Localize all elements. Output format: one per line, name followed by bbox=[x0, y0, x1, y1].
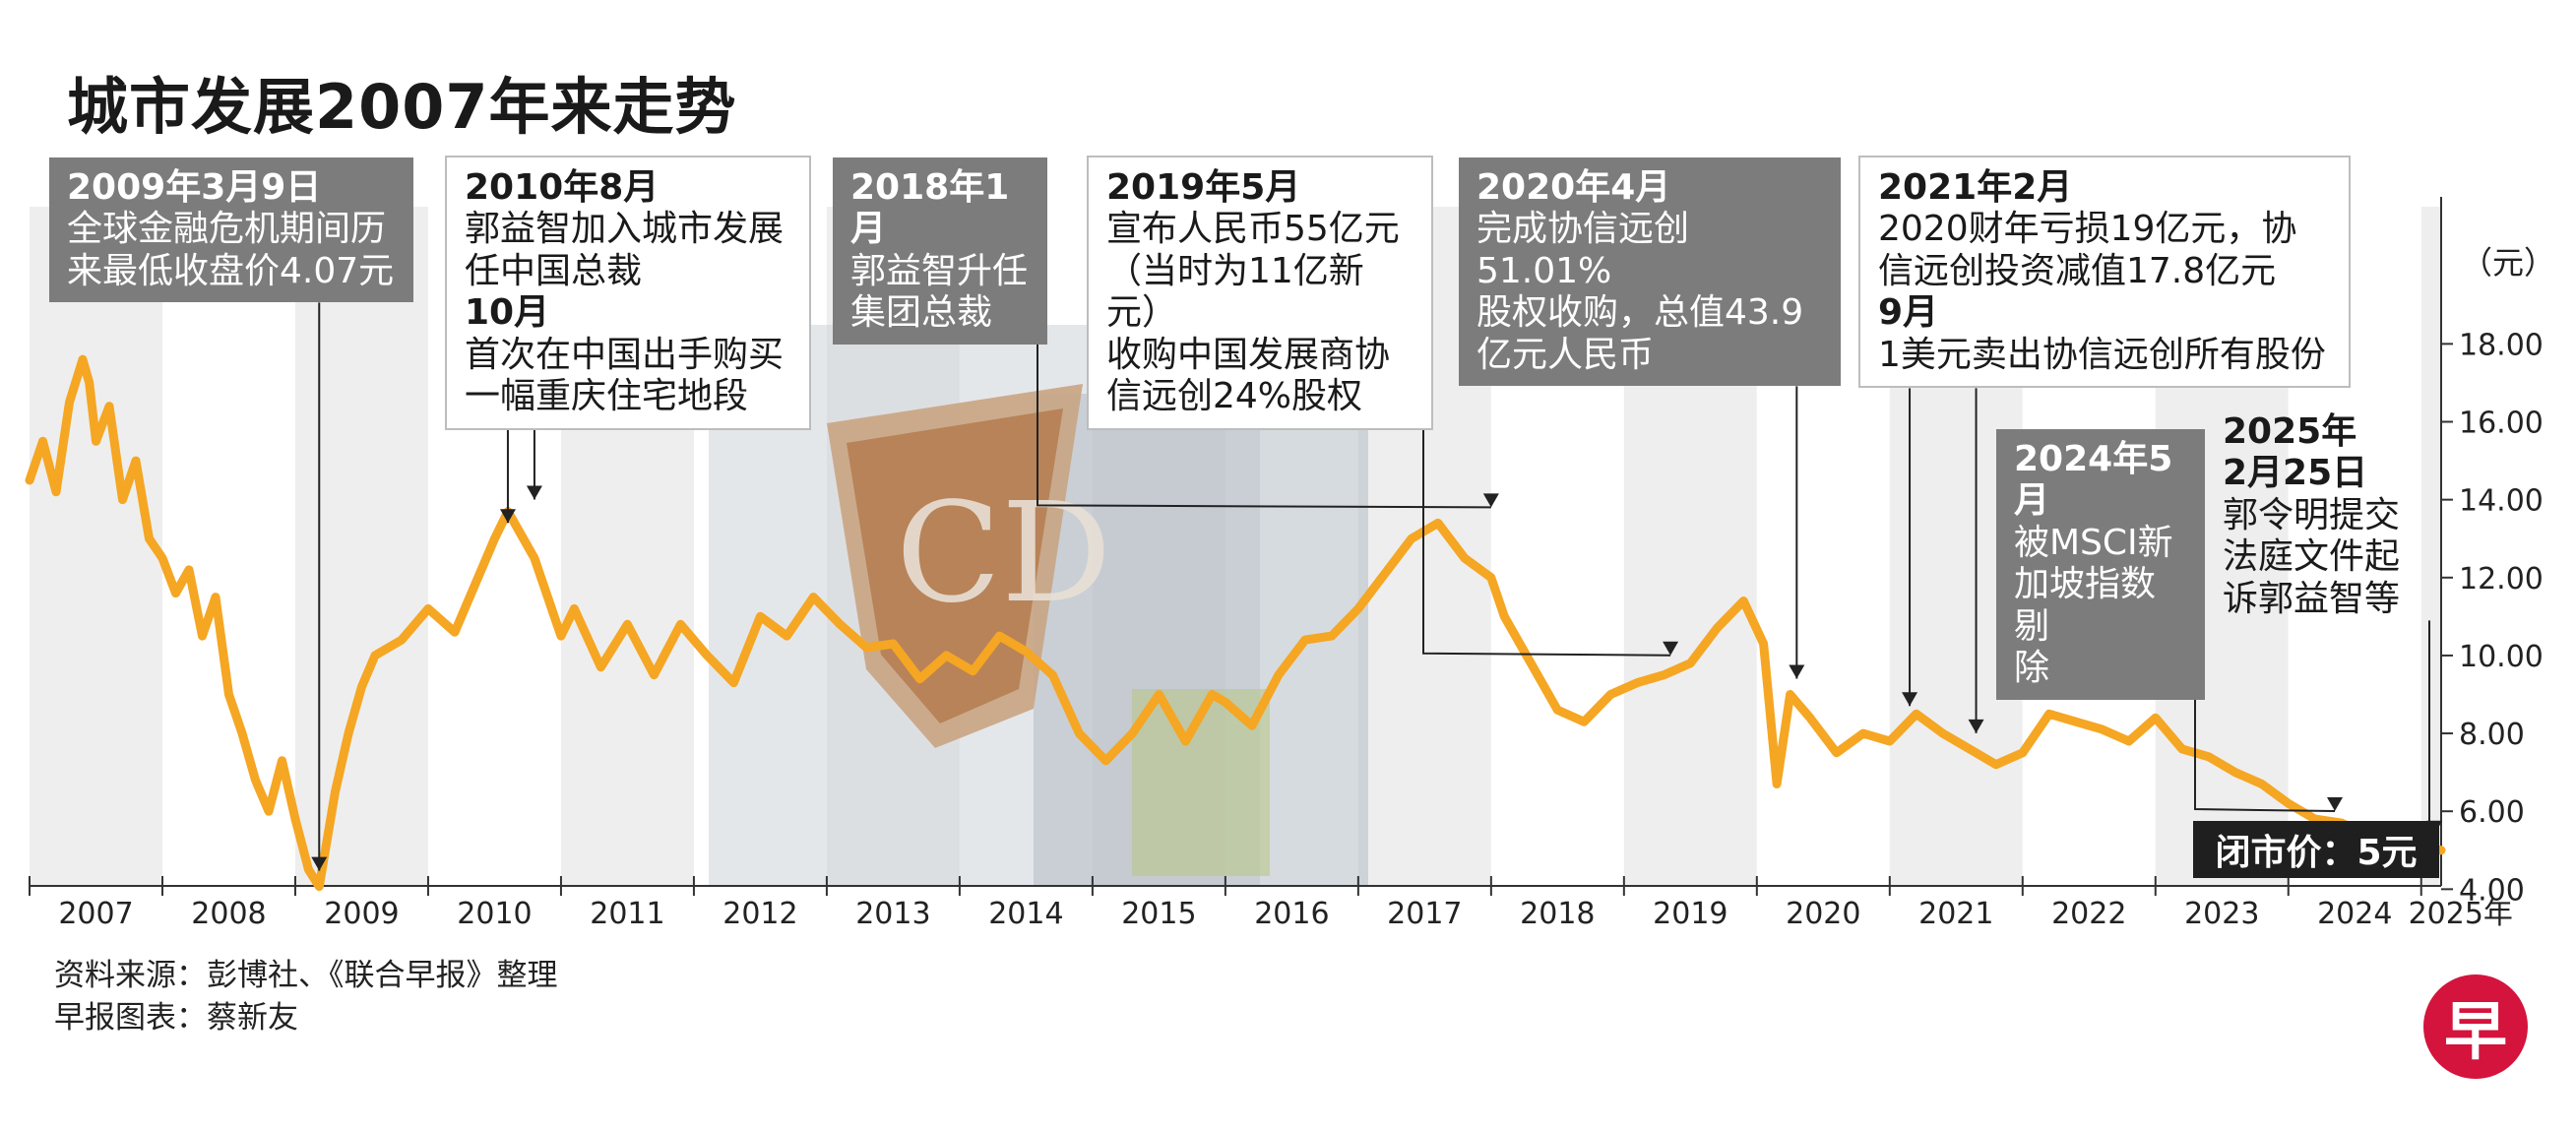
x-tick-label: 2021 bbox=[1918, 897, 1993, 931]
callout-box: 2010年8月 郭益智加入城市发展 任中国总裁 10月 首次在中国出手购买 一幅重庆住宅地… bbox=[445, 156, 811, 430]
zaobao-logo-icon: 早 bbox=[2423, 974, 2528, 1079]
callout-date: 2025年 2月25日 bbox=[2223, 411, 2368, 494]
callout-date: 2009年3月9日 bbox=[67, 167, 322, 208]
x-tick-label: 2013 bbox=[855, 897, 930, 931]
leader-arrow-icon bbox=[526, 485, 542, 500]
leader-arrow-icon bbox=[311, 856, 328, 871]
leader-arrow-icon bbox=[1902, 692, 1918, 707]
y-tick-label: 8.00 bbox=[2459, 718, 2525, 752]
x-tick-label: 2025年 bbox=[2409, 897, 2513, 931]
leader-arrow-icon bbox=[499, 509, 516, 524]
year-band bbox=[294, 207, 428, 886]
y-tick-label: 10.00 bbox=[2459, 640, 2544, 674]
x-tick-label: 2011 bbox=[590, 897, 664, 931]
y-tick-label: 14.00 bbox=[2459, 484, 2544, 519]
callout-text: 1美元卖出协信远创所有股份 bbox=[1878, 334, 2326, 375]
callout-date: 2019年5月 bbox=[1106, 167, 1301, 208]
svg-text:CD: CD bbox=[896, 473, 1111, 634]
x-tick-label: 2009 bbox=[324, 897, 399, 931]
x-tick-label: 2022 bbox=[2051, 897, 2126, 931]
x-tick-label: 2023 bbox=[2184, 897, 2259, 931]
callout-date: 2021年2月 bbox=[1878, 167, 2073, 208]
leader-arrow-icon bbox=[1789, 664, 1805, 679]
x-tick-label: 2015 bbox=[1121, 897, 1196, 931]
callout-date: 9月 bbox=[1878, 292, 1939, 334]
callout-box: 2019年5月 宣布人民币55亿元 （当时为11亿新元） 收购中国发展商协 信远创24%… bbox=[1087, 156, 1433, 430]
source-block: 资料来源：彭博社、《联合早报》整理 早报图表：蔡新友 bbox=[54, 955, 558, 1040]
callout-box: 2020年4月 完成协信远创51.01% 股权收购，总值43.9 亿元人民币 bbox=[1459, 157, 1841, 387]
leader-line bbox=[1037, 344, 1491, 509]
leader-arrow-icon bbox=[2327, 797, 2344, 812]
callout-text: 被MSCI新 加坡指数剔除 bbox=[2014, 522, 2173, 689]
leader-arrow-icon bbox=[1482, 493, 1499, 508]
leader-arrow-icon bbox=[1663, 641, 1679, 656]
callout-date: 2024年5月 bbox=[2014, 439, 2173, 522]
leader-line bbox=[2194, 699, 2336, 813]
source-line: 资料来源：彭博社、《联合早报》整理 bbox=[54, 958, 558, 993]
leader-arrow-icon bbox=[1968, 719, 1984, 733]
x-tick-label: 2020 bbox=[1786, 897, 1860, 931]
x-tick-label: 2016 bbox=[1254, 897, 1329, 931]
x-tick-label: 2019 bbox=[1653, 897, 1728, 931]
callout-text: 郭益智升任 集团总裁 bbox=[850, 250, 1029, 334]
axes: 2007 2008 2009 2010 2011 2012 2013 2014 2015 2016… bbox=[29, 197, 2555, 931]
x-tick-label: 2008 bbox=[191, 897, 266, 931]
callout-text: 宣布人民币55亿元 （当时为11亿新元） 收购中国发展商协 信远创24%股权 bbox=[1106, 209, 1400, 417]
callout-box: 2009年3月9日 全球金融危机期间历 来最低收盘价4.07元 bbox=[49, 157, 413, 303]
year-band bbox=[161, 207, 295, 886]
callout-text: 全球金融危机期间历 来最低收盘价4.07元 bbox=[67, 209, 395, 291]
callout-box: 2018年1月 郭益智升任 集团总裁 bbox=[833, 157, 1047, 345]
y-tick-label: 16.00 bbox=[2459, 406, 2544, 440]
callout-date: 2010年8月 bbox=[465, 167, 660, 208]
callout-text: 郭益智加入城市发展 任中国总裁 bbox=[465, 209, 785, 291]
page-title: 城市发展2007年来走势 bbox=[67, 71, 737, 143]
x-tick-label: 2014 bbox=[988, 897, 1063, 931]
y-tick-label: 6.00 bbox=[2459, 795, 2525, 830]
y-tick-label: 12.00 bbox=[2459, 562, 2544, 597]
y-tick-label: 4.00 bbox=[2459, 873, 2525, 908]
leader-line bbox=[1422, 429, 1671, 657]
callout-box: 2024年5月 被MSCI新 加坡指数剔除 bbox=[1996, 429, 2205, 700]
x-tick-label: 2017 bbox=[1387, 897, 1462, 931]
callout-date: 2018年1月 bbox=[850, 167, 1010, 250]
x-tick-label: 2010 bbox=[457, 897, 532, 931]
x-tick-label: 2007 bbox=[58, 897, 133, 931]
x-tick-label: 2018 bbox=[1520, 897, 1595, 931]
callout-date: 2020年4月 bbox=[1476, 167, 1671, 208]
callout-text: 郭令明提交 法庭文件起 诉郭益智等 bbox=[2223, 494, 2401, 619]
year-band bbox=[30, 207, 162, 886]
year-band bbox=[2420, 207, 2441, 886]
callout-box: 2025年 2月25日 郭令明提交 法庭文件起 诉郭益智等 bbox=[2223, 411, 2439, 620]
price-line bbox=[25, 354, 2446, 892]
close-price-label: 闭市价：5元 bbox=[2193, 821, 2439, 878]
credit-line: 早报图表：蔡新友 bbox=[54, 1000, 298, 1037]
x-tick-label: 2024 bbox=[2317, 897, 2392, 931]
callout-text: 2020财年亏损19亿元，协 信远创投资减值17.8亿元 bbox=[1878, 209, 2297, 291]
callout-text: 首次在中国出手购买 一幅重庆住宅地段 bbox=[465, 334, 785, 417]
x-tick-label: 2012 bbox=[723, 897, 797, 931]
y-tick-label: 18.00 bbox=[2459, 328, 2544, 362]
callout-box: 2021年2月 2020财年亏损19亿元，协 信远创投资减值17.8亿元 9月 1美元卖… bbox=[1858, 156, 2351, 389]
callout-text: 完成协信远创51.01% 股权收购，总值43.9 亿元人民币 bbox=[1476, 209, 1804, 375]
y-unit-label: （元） bbox=[2461, 244, 2555, 282]
callout-date: 10月 bbox=[465, 292, 550, 334]
